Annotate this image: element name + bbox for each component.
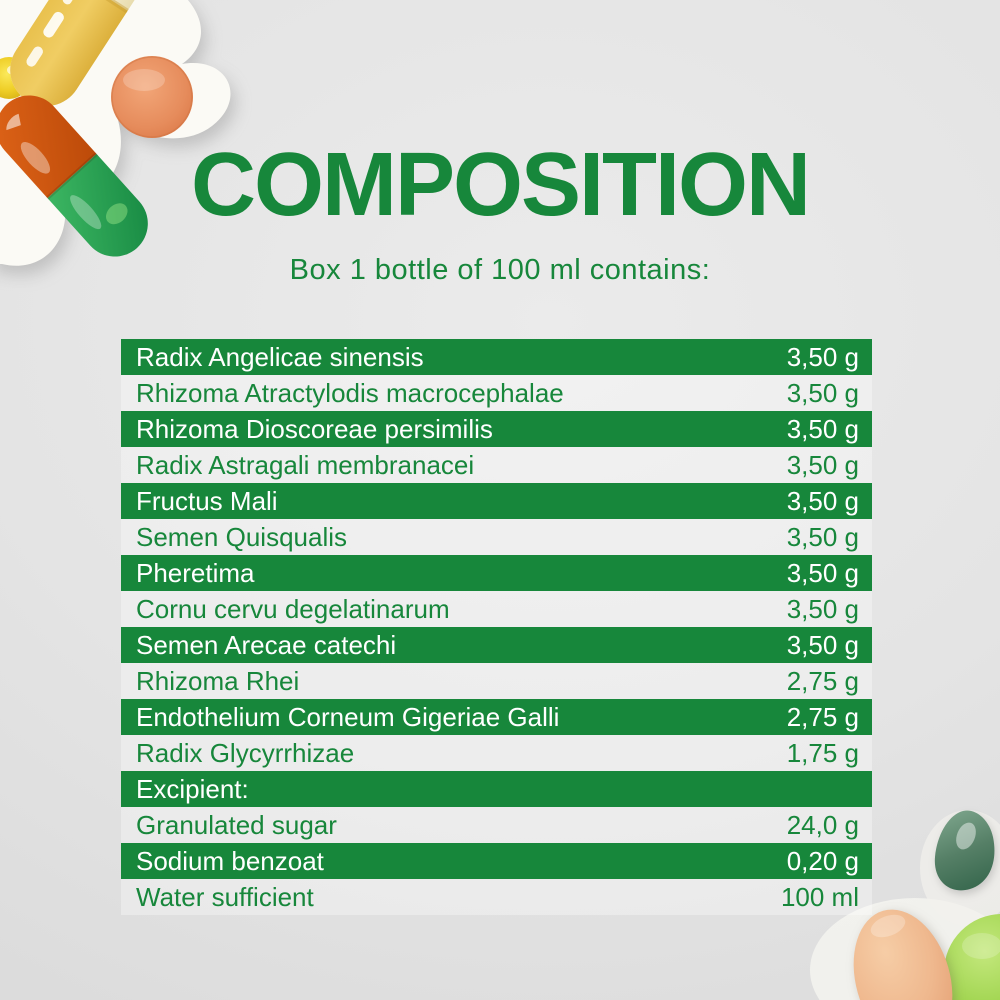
soft-glow: [920, 810, 1000, 926]
ingredient-amount: 3,50 g: [786, 413, 859, 444]
table-row: Semen Quisqualis 3,50 g: [121, 519, 872, 555]
table-row: Sodium benzoat 0,20 g: [121, 843, 872, 879]
ingredient-name: Radix Glycyrrhizae: [136, 737, 355, 768]
dark-green-gel-capsule: [934, 810, 995, 891]
table-row: Rhizoma Atractylodis macrocephalae 3,50 g: [121, 375, 872, 411]
page-subtitle: Box 1 bottle of 100 ml contains:: [289, 254, 711, 286]
ingredient-name: Rhizoma Rhei: [136, 665, 300, 696]
ingredient-name: Endothelium Corneum Gigeriae Galli: [136, 701, 560, 732]
ingredient-name: Water sufficient: [136, 881, 314, 912]
composition-table: Radix Angelicae sinensis 3,50 g Rhizoma At…: [121, 339, 872, 915]
ingredient-amount: 2,75 g: [786, 665, 859, 696]
table-row: Radix Glycyrrhizae 1,75 g: [121, 735, 872, 771]
ingredient-name: Rhizoma Dioscoreae persimilis: [136, 413, 493, 444]
ingredient-name: Cornu cervu degelatinarum: [136, 593, 450, 624]
ingredient-name: Fructus Mali: [136, 485, 278, 516]
orange-round-tablet: [111, 56, 193, 138]
table-row: Rhizoma Rhei 2,75 g: [121, 663, 872, 699]
ingredient-name: Sodium benzoat: [136, 845, 324, 876]
ingredient-amount: 100 ml: [780, 881, 859, 912]
header: COMPOSITION Box 1 bottle of 100 ml conta…: [0, 140, 1000, 287]
ingredient-name: Radix Angelicae sinensis: [136, 341, 424, 372]
cream-yellow-capsule: [10, 0, 180, 106]
table-row: Excipient:: [121, 771, 872, 807]
ingredient-name: Rhizoma Atractylodis macrocephalae: [136, 377, 564, 408]
ingredient-amount: 3,50 g: [786, 557, 859, 588]
ingredient-name: Semen Arecae catechi: [136, 629, 397, 660]
ingredient-amount: 24,0 g: [786, 809, 859, 840]
ingredient-amount: 1,75 g: [786, 737, 859, 768]
ingredient-amount: 3,50 g: [786, 449, 859, 480]
lime-green-round-pill: [944, 914, 1000, 1000]
ingredient-name: Excipient:: [136, 773, 249, 804]
table-row: Water sufficient 100 ml: [121, 879, 872, 915]
ingredient-name: Radix Astragali membranacei: [136, 449, 475, 480]
ingredient-name: Granulated sugar: [136, 809, 337, 840]
ingredient-amount: 3,50 g: [786, 521, 859, 552]
ingredient-amount: 3,50 g: [786, 341, 859, 372]
ingredient-amount: 3,50 g: [786, 485, 859, 516]
ingredient-amount: 3,50 g: [786, 629, 859, 660]
table-row: Radix Astragali membranacei 3,50 g: [121, 447, 872, 483]
table-row: Semen Arecae catechi 3,50 g: [121, 627, 872, 663]
ingredient-name: Semen Quisqualis: [136, 521, 347, 552]
table-row: Granulated sugar 24,0 g: [121, 807, 872, 843]
yellow-gel-pill: [0, 57, 30, 99]
ingredient-amount: 2,75 g: [786, 701, 859, 732]
table-row: Endothelium Corneum Gigeriae Galli 2,75 g: [121, 699, 872, 735]
table-row: Rhizoma Dioscoreae persimilis 3,50 g: [121, 411, 872, 447]
table-row: Cornu cervu degelatinarum 3,50 g: [121, 591, 872, 627]
ingredient-amount: 3,50 g: [786, 377, 859, 408]
table-row: Radix Angelicae sinensis 3,50 g: [121, 339, 872, 375]
page-title: COMPOSITION: [190, 135, 811, 235]
ingredient-amount: 3,50 g: [786, 593, 859, 624]
ingredient-amount: 0,20 g: [786, 845, 859, 876]
table-row: Pheretima 3,50 g: [121, 555, 872, 591]
ingredient-name: Pheretima: [136, 557, 255, 588]
table-row: Fructus Mali 3,50 g: [121, 483, 872, 519]
